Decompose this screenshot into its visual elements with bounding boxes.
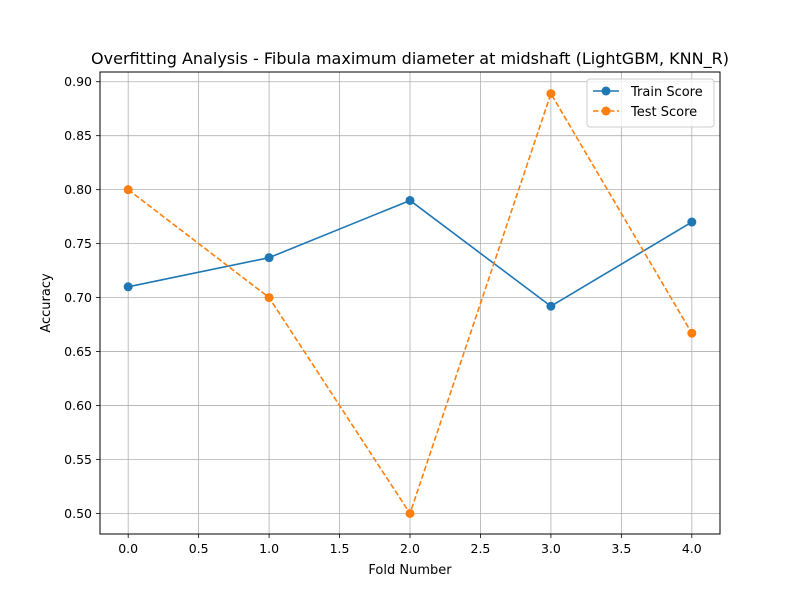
y-tick-label: 0.50 [64, 506, 92, 521]
y-axis-label: Accuracy [39, 273, 54, 333]
legend-test-label: Test Score [630, 105, 697, 120]
legend-test-marker [601, 106, 611, 116]
test-score-point [687, 328, 697, 338]
y-axis-ticks: 0.50 0.55 0.60 0.65 0.70 0.75 0.80 0.85 0.90 [64, 74, 100, 521]
y-tick-label: 0.90 [64, 74, 92, 89]
train-score-point [123, 282, 133, 292]
x-tick-label: 0.5 [189, 541, 209, 556]
x-axis-label: Fold Number [368, 563, 452, 578]
x-axis-ticks: 0.0 0.5 1.0 1.5 2.0 2.5 3.0 3.5 4.0 [118, 534, 702, 556]
legend-train-marker [601, 86, 611, 96]
y-tick-label: 0.70 [64, 290, 92, 305]
legend: Train Score Test Score [586, 78, 715, 128]
test-score-point [123, 185, 133, 195]
x-tick-label: 1.5 [330, 541, 350, 556]
train-score-point [546, 301, 556, 311]
y-tick-label: 0.80 [64, 182, 92, 197]
x-tick-label: 2.5 [471, 541, 491, 556]
test-score-point [264, 293, 274, 303]
y-tick-label: 0.75 [64, 236, 92, 251]
x-tick-label: 1.0 [259, 541, 279, 556]
train-score-point [264, 253, 274, 263]
chart-title: Overfitting Analysis - Fibula maximum di… [91, 49, 729, 69]
legend-train-label: Train Score [630, 85, 703, 100]
test-score-point [546, 89, 556, 99]
y-tick-label: 0.65 [64, 344, 92, 359]
train-score-point [405, 195, 415, 205]
train-score-point [687, 217, 697, 227]
test-score-point [405, 508, 415, 518]
x-tick-label: 3.0 [541, 541, 561, 556]
y-tick-label: 0.60 [64, 398, 92, 413]
x-tick-label: 2.0 [400, 541, 420, 556]
x-tick-label: 4.0 [682, 541, 702, 556]
x-tick-label: 0.0 [118, 541, 138, 556]
series-group [123, 89, 697, 518]
x-tick-label: 3.5 [611, 541, 631, 556]
y-tick-label: 0.85 [64, 128, 92, 143]
y-tick-label: 0.55 [64, 452, 92, 467]
